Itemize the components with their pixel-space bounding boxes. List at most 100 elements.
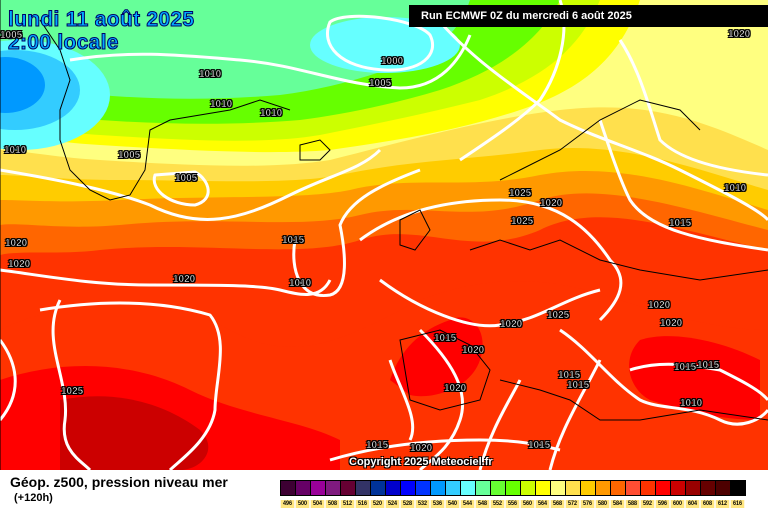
color-swatch — [731, 481, 745, 495]
color-swatch — [671, 481, 686, 495]
isobar-label: 1025 — [547, 310, 570, 322]
scale-tick-label: 496 — [280, 500, 295, 508]
scale-tick-label: 584 — [610, 500, 625, 508]
scale-tick-label: 536 — [430, 500, 445, 508]
isobar-label: 1015 — [674, 362, 697, 374]
scale-tick-label: 572 — [565, 500, 580, 508]
color-swatch — [281, 481, 296, 495]
isobar-label: 1010 — [289, 278, 312, 290]
geopotential-field — [0, 0, 768, 470]
weather-map: lundi 11 août 2025 2:00 locale Run ECMWF… — [0, 0, 768, 470]
forecast-lead-time: (+120h) — [14, 492, 53, 504]
color-swatch — [626, 481, 641, 495]
scale-tick-label: 556 — [505, 500, 520, 508]
color-swatch — [341, 481, 356, 495]
isobar-label: 1025 — [511, 216, 534, 228]
isobar-label: 1005 — [369, 78, 392, 90]
isobar-label: 1010 — [680, 398, 703, 410]
scale-tick-label: 504 — [310, 500, 325, 508]
color-swatch — [716, 481, 731, 495]
color-swatch — [536, 481, 551, 495]
forecast-date: lundi 11 août 2025 — [7, 8, 195, 32]
isobar-label: 1015 — [697, 360, 720, 372]
color-swatch — [296, 481, 311, 495]
scale-tick-label: 544 — [460, 500, 475, 508]
color-swatch — [596, 481, 611, 495]
isobar-label: 1010 — [199, 69, 222, 81]
color-swatch — [566, 481, 581, 495]
scale-tick-label: 612 — [715, 500, 730, 508]
color-swatch — [641, 481, 656, 495]
isobar-label: 1015 — [282, 235, 305, 247]
isobar-label: 1025 — [61, 386, 84, 398]
isobar-label: 1005 — [118, 150, 141, 162]
color-swatch — [551, 481, 566, 495]
chart-title: Géop. z500, pression niveau mer — [10, 474, 228, 490]
scale-tick-label: 552 — [490, 500, 505, 508]
color-swatch — [386, 481, 401, 495]
forecast-date-title: lundi 11 août 2025 2:00 locale — [7, 8, 195, 55]
isobar-label: 1020 — [728, 29, 751, 41]
scale-tick-label: 520 — [370, 500, 385, 508]
isobar-label: 1015 — [567, 380, 590, 392]
color-swatch — [521, 481, 536, 495]
isobar-label: 1010 — [260, 108, 283, 120]
isobar-label: 1020 — [8, 259, 31, 271]
scale-tick-label: 560 — [520, 500, 535, 508]
isobar-label: 1010 — [724, 183, 747, 195]
isobar-label: 1020 — [5, 238, 28, 250]
color-scale — [280, 480, 746, 496]
isobar-label: 1020 — [410, 443, 433, 455]
scale-tick-label: 516 — [355, 500, 370, 508]
isobar-label: 1015 — [434, 333, 457, 345]
isobar-label: 1005 — [0, 30, 23, 42]
isobar-label: 1020 — [444, 383, 467, 395]
color-scale-ticks: 496 500 504 508 512 516 520 524 528 532 536 540 544 5… — [280, 500, 745, 508]
isobar-label: 1020 — [462, 345, 485, 357]
isobar-label: 1025 — [509, 188, 532, 200]
color-swatch — [326, 481, 341, 495]
scale-tick-label: 608 — [700, 500, 715, 508]
scale-tick-label: 580 — [595, 500, 610, 508]
scale-tick-label: 532 — [415, 500, 430, 508]
forecast-time: 2:00 locale — [7, 31, 119, 55]
scale-tick-label: 548 — [475, 500, 490, 508]
color-swatch — [686, 481, 701, 495]
isobar-label: 1015 — [669, 218, 692, 230]
scale-tick-label: 564 — [535, 500, 550, 508]
scale-tick-label: 568 — [550, 500, 565, 508]
scale-tick-label: 500 — [295, 500, 310, 508]
color-swatch — [656, 481, 671, 495]
scale-tick-label: 512 — [340, 500, 355, 508]
color-swatch — [581, 481, 596, 495]
model-run-info: Run ECMWF 0Z du mercredi 6 août 2025 — [409, 5, 768, 27]
color-swatch — [446, 481, 461, 495]
isobar-label: 1010 — [4, 145, 27, 157]
isobar-label: 1020 — [173, 274, 196, 286]
isobar-label: 1020 — [540, 198, 563, 210]
isobar-label: 1015 — [366, 440, 389, 452]
isobar-label: 1020 — [500, 319, 523, 331]
scale-tick-label: 588 — [625, 500, 640, 508]
isobar-label: 1015 — [558, 370, 581, 382]
scale-tick-label: 616 — [730, 500, 745, 508]
isobar-label: 1010 — [210, 99, 233, 111]
scale-tick-label: 576 — [580, 500, 595, 508]
isobar-label: 1020 — [660, 318, 683, 330]
scale-tick-label: 528 — [400, 500, 415, 508]
color-swatch — [416, 481, 431, 495]
color-swatch — [461, 481, 476, 495]
color-swatch — [491, 481, 506, 495]
scale-tick-label: 508 — [325, 500, 340, 508]
scale-tick-label: 604 — [685, 500, 700, 508]
scale-tick-label: 524 — [385, 500, 400, 508]
scale-tick-label: 600 — [670, 500, 685, 508]
isobar-label: 1000 — [381, 56, 404, 68]
color-swatch — [371, 481, 386, 495]
scale-tick-label: 592 — [640, 500, 655, 508]
scale-tick-label: 596 — [655, 500, 670, 508]
isobar-label: 1005 — [175, 173, 198, 185]
isobar-label: 1015 — [528, 440, 551, 452]
isobar-label: 1020 — [648, 300, 671, 312]
scale-tick-label: 540 — [445, 500, 460, 508]
